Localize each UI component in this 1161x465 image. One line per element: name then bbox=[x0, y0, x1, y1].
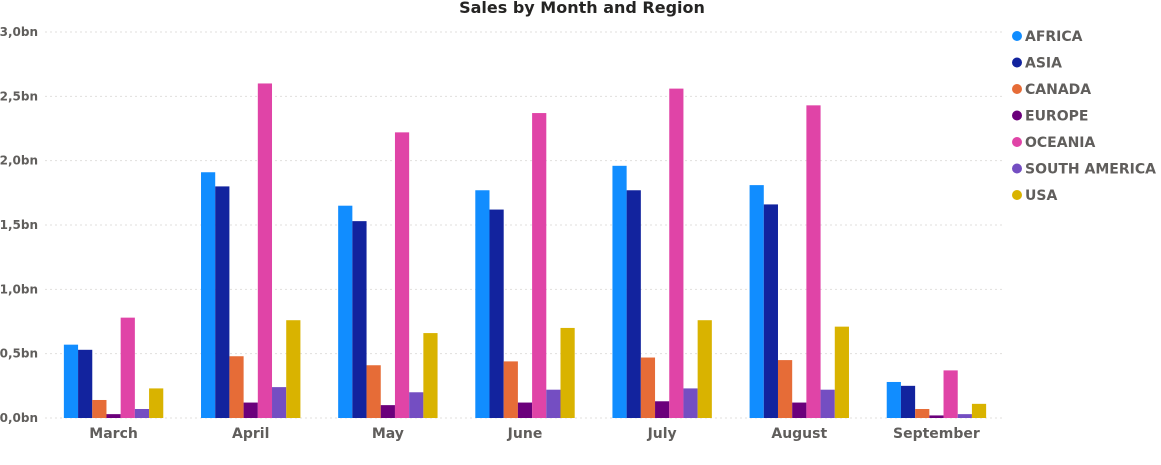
legend-item-south-america[interactable]: SOUTH AMERICA bbox=[1012, 162, 1156, 178]
bar-group-may bbox=[338, 132, 438, 419]
x-tick-label: July bbox=[647, 426, 677, 442]
bar-usa-september[interactable] bbox=[971, 403, 987, 418]
x-tick-label: March bbox=[89, 426, 138, 442]
legend-label: SOUTH AMERICA bbox=[1025, 162, 1156, 178]
chart-title: Sales by Month and Region bbox=[459, 0, 705, 17]
bar-africa-september[interactable] bbox=[886, 381, 901, 418]
legend-item-asia[interactable]: ASIA bbox=[1012, 56, 1062, 72]
bar-europe-april[interactable] bbox=[243, 402, 258, 418]
bar-south-america-may[interactable] bbox=[409, 392, 424, 418]
legend-label: EUROPE bbox=[1025, 109, 1088, 125]
legend-marker bbox=[1012, 84, 1022, 94]
legend-marker bbox=[1012, 190, 1022, 200]
y-tick-label: 0,5bn bbox=[0, 347, 38, 361]
bar-south-america-august[interactable] bbox=[820, 389, 835, 418]
bar-asia-june[interactable] bbox=[489, 209, 504, 418]
legend-label: OCEANIA bbox=[1025, 135, 1096, 151]
y-tick-label: 3,0bn bbox=[0, 25, 38, 39]
y-tick-label: 2,5bn bbox=[0, 89, 38, 103]
bar-usa-july[interactable] bbox=[697, 320, 712, 418]
bar-oceania-june[interactable] bbox=[532, 113, 547, 418]
legend-item-africa[interactable]: AFRICA bbox=[1012, 29, 1083, 45]
bar-canada-august[interactable] bbox=[777, 360, 793, 418]
legend-marker bbox=[1012, 110, 1022, 121]
legend-item-usa[interactable]: USA bbox=[1012, 188, 1057, 204]
legend-label: CANADA bbox=[1025, 82, 1091, 98]
bar-oceania-may[interactable] bbox=[394, 132, 410, 419]
bar-europe-march[interactable] bbox=[106, 414, 121, 418]
bar-group-march bbox=[63, 317, 164, 418]
x-tick-label: August bbox=[771, 426, 827, 442]
legend-label: AFRICA bbox=[1025, 29, 1083, 45]
legend-marker bbox=[1012, 163, 1022, 174]
bar-europe-august[interactable] bbox=[792, 402, 807, 418]
bars bbox=[63, 83, 987, 419]
x-tick-label: September bbox=[893, 426, 980, 442]
x-axis-ticks: March April May June July August September bbox=[89, 426, 980, 442]
bar-africa-july[interactable] bbox=[612, 165, 627, 418]
bar-asia-march[interactable] bbox=[78, 349, 93, 418]
bar-canada-june[interactable] bbox=[503, 361, 518, 418]
bar-usa-may[interactable] bbox=[423, 333, 438, 418]
bar-asia-july[interactable] bbox=[626, 190, 641, 418]
bar-oceania-august[interactable] bbox=[806, 105, 821, 418]
bar-europe-july[interactable] bbox=[655, 401, 670, 418]
bar-asia-may[interactable] bbox=[352, 221, 367, 418]
y-tick-label: 1,0bn bbox=[0, 282, 38, 296]
bar-group-august bbox=[749, 105, 849, 418]
legend-label: USA bbox=[1025, 188, 1057, 204]
bar-south-america-july[interactable] bbox=[683, 388, 698, 418]
bar-group-june bbox=[475, 113, 575, 418]
x-tick-label: April bbox=[232, 426, 269, 442]
bar-asia-september[interactable] bbox=[900, 385, 916, 418]
bar-canada-may[interactable] bbox=[366, 365, 381, 418]
y-tick-label: 0,0bn bbox=[0, 411, 38, 425]
gridlines bbox=[45, 31, 1005, 419]
bar-europe-may[interactable] bbox=[380, 405, 395, 418]
bar-usa-april[interactable] bbox=[286, 320, 301, 418]
bar-europe-june[interactable] bbox=[517, 402, 533, 418]
bar-south-america-march[interactable] bbox=[134, 408, 150, 418]
legend-marker bbox=[1012, 31, 1022, 41]
bar-usa-june[interactable] bbox=[560, 327, 575, 418]
bar-canada-september[interactable] bbox=[915, 408, 930, 418]
legend-marker bbox=[1012, 137, 1022, 147]
bar-oceania-april[interactable] bbox=[257, 83, 273, 418]
bar-asia-august[interactable] bbox=[763, 204, 778, 418]
y-axis-ticks: 0,0bn 0,5bn 1,0bn 1,5bn 2,0bn 2,5bn 3,0bn bbox=[0, 25, 38, 425]
bar-canada-april[interactable] bbox=[229, 356, 244, 418]
legend[interactable]: AFRICA ASIA CANADA EUROPE OCEANIA SOUTH AMERI… bbox=[1012, 29, 1156, 204]
bar-usa-august[interactable] bbox=[834, 326, 849, 418]
bar-oceania-march[interactable] bbox=[120, 317, 135, 418]
bar-south-america-april[interactable] bbox=[272, 387, 287, 418]
bar-south-america-september[interactable] bbox=[957, 414, 972, 418]
bar-oceania-september[interactable] bbox=[943, 370, 958, 418]
bar-africa-may[interactable] bbox=[338, 205, 353, 418]
bar-asia-april[interactable] bbox=[215, 186, 230, 418]
legend-item-oceania[interactable]: OCEANIA bbox=[1012, 135, 1096, 151]
legend-marker bbox=[1012, 57, 1022, 68]
bar-south-america-june[interactable] bbox=[546, 389, 561, 418]
legend-item-canada[interactable]: CANADA bbox=[1012, 82, 1091, 98]
bar-group-july bbox=[612, 88, 712, 418]
x-tick-label: June bbox=[507, 426, 543, 442]
x-tick-label: May bbox=[372, 426, 404, 442]
bar-group-april bbox=[201, 83, 301, 418]
legend-label: ASIA bbox=[1025, 56, 1062, 72]
bar-canada-july[interactable] bbox=[640, 357, 656, 418]
bar-africa-june[interactable] bbox=[475, 190, 490, 418]
bar-group-september bbox=[886, 370, 987, 418]
y-tick-label: 2,0bn bbox=[0, 154, 38, 168]
bar-usa-march[interactable] bbox=[149, 388, 164, 418]
bar-oceania-july[interactable] bbox=[669, 88, 684, 418]
legend-item-europe[interactable]: EUROPE bbox=[1012, 109, 1088, 125]
bar-canada-march[interactable] bbox=[92, 399, 107, 418]
bar-europe-september[interactable] bbox=[929, 415, 944, 418]
bar-africa-april[interactable] bbox=[201, 172, 216, 418]
bar-africa-august[interactable] bbox=[749, 185, 764, 418]
bar-africa-march[interactable] bbox=[63, 344, 79, 418]
y-tick-label: 1,5bn bbox=[0, 218, 38, 232]
